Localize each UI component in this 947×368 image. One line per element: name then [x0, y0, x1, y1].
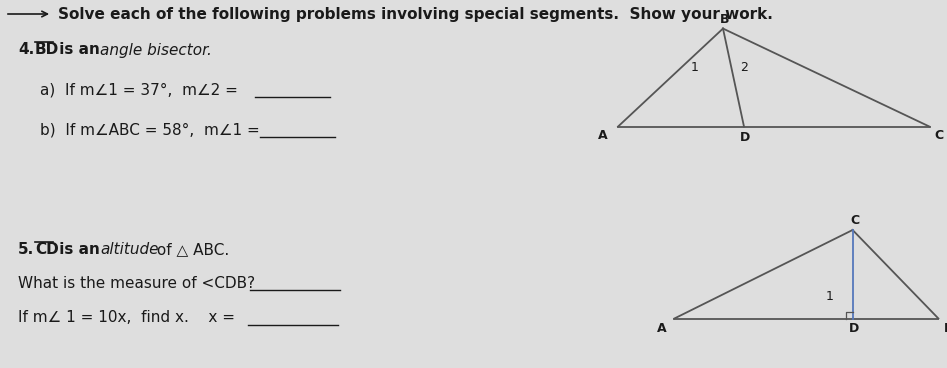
Text: of △ ABC.: of △ ABC. — [152, 243, 229, 258]
Text: A: A — [657, 322, 667, 335]
Text: 1: 1 — [826, 290, 833, 302]
Text: C: C — [935, 128, 943, 142]
Text: C: C — [850, 214, 859, 227]
Text: D: D — [849, 322, 859, 336]
Text: altitude: altitude — [100, 243, 158, 258]
Text: is an: is an — [54, 42, 105, 57]
Text: is an: is an — [54, 243, 105, 258]
Text: BD: BD — [35, 42, 60, 57]
Text: Solve each of the following problems involving special segments.  Show your work: Solve each of the following problems inv… — [58, 7, 773, 21]
Text: What is the measure of <CDB?: What is the measure of <CDB? — [18, 276, 260, 290]
Text: A: A — [599, 128, 608, 142]
Text: a)  If m∠1 = 37°,  m∠2 =: a) If m∠1 = 37°, m∠2 = — [40, 82, 242, 98]
Text: 5.: 5. — [18, 243, 34, 258]
Text: 1: 1 — [691, 61, 699, 74]
Text: D: D — [740, 131, 750, 144]
Text: 4.: 4. — [18, 42, 34, 57]
Text: B: B — [721, 13, 730, 25]
Text: If m∠ 1 = 10x,  find x.    x =: If m∠ 1 = 10x, find x. x = — [18, 311, 240, 326]
Text: 2: 2 — [740, 61, 748, 74]
Text: B: B — [943, 322, 947, 335]
Text: angle bisector.: angle bisector. — [100, 42, 212, 57]
Text: b)  If m∠ABC = 58°,  m∠1 =: b) If m∠ABC = 58°, m∠1 = — [40, 123, 264, 138]
Text: CD: CD — [35, 243, 59, 258]
